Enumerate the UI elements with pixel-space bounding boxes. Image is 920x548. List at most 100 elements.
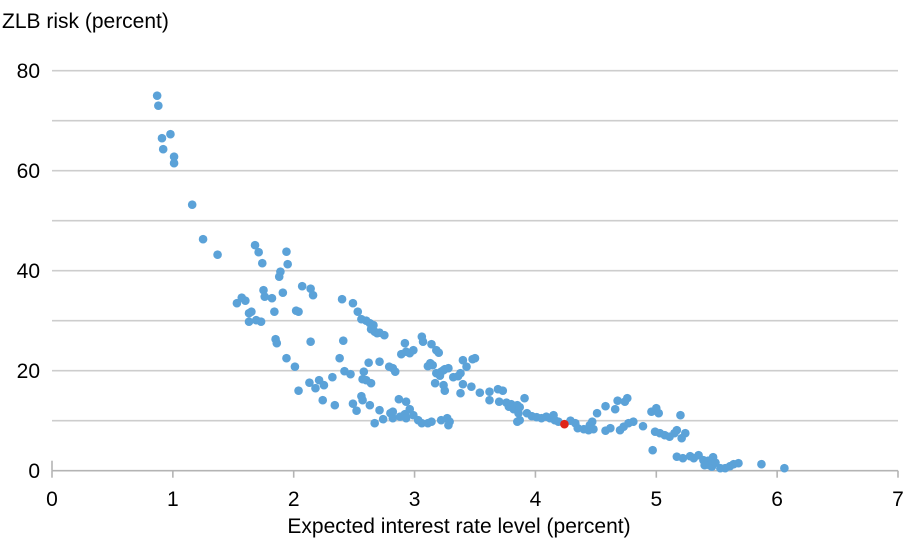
data-point <box>485 387 494 397</box>
data-point <box>152 91 162 100</box>
data-point <box>358 395 367 405</box>
data-point <box>254 247 263 257</box>
data-point <box>380 330 389 340</box>
data-point <box>456 388 465 398</box>
data-point <box>274 272 284 282</box>
chart-title: ZLB risk (percent) <box>2 10 169 33</box>
data-point <box>396 349 406 359</box>
data-point <box>311 383 320 393</box>
data-point <box>244 317 254 327</box>
data-point <box>282 353 291 363</box>
data-point <box>257 258 267 268</box>
y-tick-label: 80 <box>17 60 40 83</box>
data-point <box>157 133 167 143</box>
data-point <box>610 404 620 414</box>
data-point <box>458 355 468 365</box>
data-point <box>294 307 303 317</box>
data-point <box>213 250 222 259</box>
data-point <box>440 386 450 396</box>
data-point <box>680 428 690 438</box>
y-tick-label: 20 <box>17 360 40 383</box>
data-point <box>494 397 504 407</box>
data-point <box>169 152 179 161</box>
data-point <box>417 418 427 428</box>
data-point <box>676 410 685 420</box>
data-point <box>294 386 303 396</box>
data-point <box>272 338 282 348</box>
data-point <box>629 417 638 427</box>
data-point <box>780 463 789 473</box>
data-point <box>290 362 300 372</box>
data-point <box>282 247 291 256</box>
data-point <box>375 357 384 367</box>
data-point <box>250 240 260 250</box>
data-point <box>427 417 436 427</box>
data-point <box>428 360 438 370</box>
data-point <box>757 459 766 469</box>
data-point <box>700 460 709 470</box>
x-tick-label: 3 <box>409 488 421 511</box>
data-point <box>348 399 358 409</box>
data-point <box>409 345 418 355</box>
data-point <box>648 445 657 455</box>
data-point <box>187 200 197 209</box>
data-point <box>453 371 463 381</box>
data-point <box>390 367 400 377</box>
data-point <box>241 296 250 306</box>
data-point <box>427 339 436 349</box>
data-point <box>394 394 404 404</box>
data-point <box>514 408 523 418</box>
data-point <box>297 281 307 291</box>
data-point <box>734 458 743 468</box>
data-point <box>388 413 398 423</box>
data-point <box>430 378 440 388</box>
data-point <box>388 407 398 417</box>
data-point <box>359 367 369 377</box>
data-point <box>513 417 522 427</box>
x-tick-label: 1 <box>167 488 179 511</box>
data-point <box>352 406 361 416</box>
data-point <box>592 408 602 418</box>
data-point <box>401 397 411 407</box>
data-point <box>444 420 453 430</box>
data-point <box>318 395 328 405</box>
data-point <box>418 337 428 347</box>
data-point <box>256 317 266 327</box>
data-point <box>244 308 254 318</box>
x-tick-label: 5 <box>650 488 662 511</box>
data-point <box>232 298 242 308</box>
data-point <box>400 338 410 348</box>
data-point <box>169 158 179 168</box>
data-point <box>330 400 340 410</box>
data-point <box>498 386 508 396</box>
data-point <box>401 413 411 423</box>
data-point <box>270 307 279 317</box>
data-point <box>166 129 175 139</box>
data-point <box>348 298 358 308</box>
data-point <box>158 144 168 154</box>
gridlines <box>52 69 898 422</box>
data-point <box>601 401 610 411</box>
data-point <box>622 393 632 403</box>
data-point <box>485 395 494 405</box>
data-point <box>283 259 292 269</box>
y-tick-label: 0 <box>28 460 40 483</box>
data-point <box>335 353 344 363</box>
data-point <box>654 408 664 418</box>
x-tick-label: 2 <box>288 488 300 511</box>
data-point <box>475 388 485 398</box>
highlighted-data-point <box>560 419 569 429</box>
data-point <box>306 284 315 294</box>
x-tick-label: 0 <box>46 488 58 511</box>
data-point <box>370 418 379 428</box>
data-point <box>198 234 208 244</box>
data-point <box>462 362 471 372</box>
data-point <box>375 405 384 415</box>
data-point <box>308 290 318 300</box>
data-point <box>306 337 315 347</box>
x-tick-label: 4 <box>530 488 542 511</box>
x-axis-tick-labels: 0 1 2 3 4 5 6 7 <box>46 488 904 511</box>
data-point <box>365 400 375 410</box>
x-axis-label: Expected interest rate level (percent) <box>287 515 630 538</box>
data-point <box>378 414 388 424</box>
